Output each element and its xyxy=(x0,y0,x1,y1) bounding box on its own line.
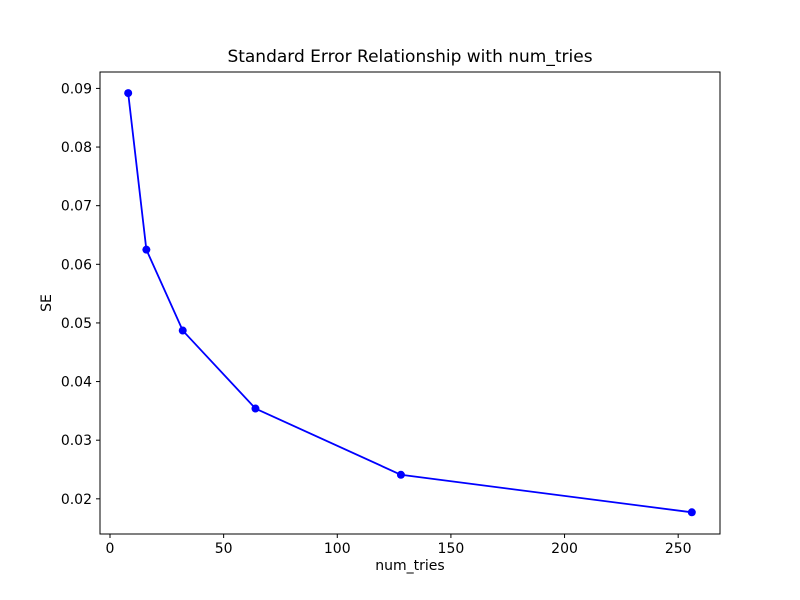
y-tick-label: 0.02 xyxy=(61,492,92,508)
data-point-marker xyxy=(178,326,187,335)
x-tick-label: 200 xyxy=(551,541,578,557)
data-point-marker xyxy=(396,470,405,479)
y-axis-label: SE xyxy=(39,294,55,312)
y-tick-label: 0.08 xyxy=(61,140,92,156)
x-tick-label: 150 xyxy=(438,541,465,557)
x-tick-label: 50 xyxy=(215,541,233,557)
y-tick-label: 0.09 xyxy=(61,81,92,97)
data-point-marker xyxy=(687,508,696,517)
chart-title: Standard Error Relationship with num_tri… xyxy=(227,47,593,67)
y-tick-label: 0.07 xyxy=(61,199,92,215)
y-tick-label: 0.06 xyxy=(61,257,92,273)
y-tick-label: 0.05 xyxy=(61,316,92,332)
se-line xyxy=(127,92,693,514)
data-point-marker xyxy=(251,404,260,413)
x-tick-label: 250 xyxy=(665,541,692,557)
x-tick-label: 0 xyxy=(106,541,115,557)
y-tick-label: 0.04 xyxy=(61,375,92,391)
data-point-marker xyxy=(124,89,133,98)
y-tick-label: 0.03 xyxy=(61,433,92,449)
data-point-marker xyxy=(142,245,151,254)
x-axis-label: num_tries xyxy=(375,558,445,574)
x-tick-label: 100 xyxy=(324,541,351,557)
axes-spines xyxy=(99,71,721,535)
